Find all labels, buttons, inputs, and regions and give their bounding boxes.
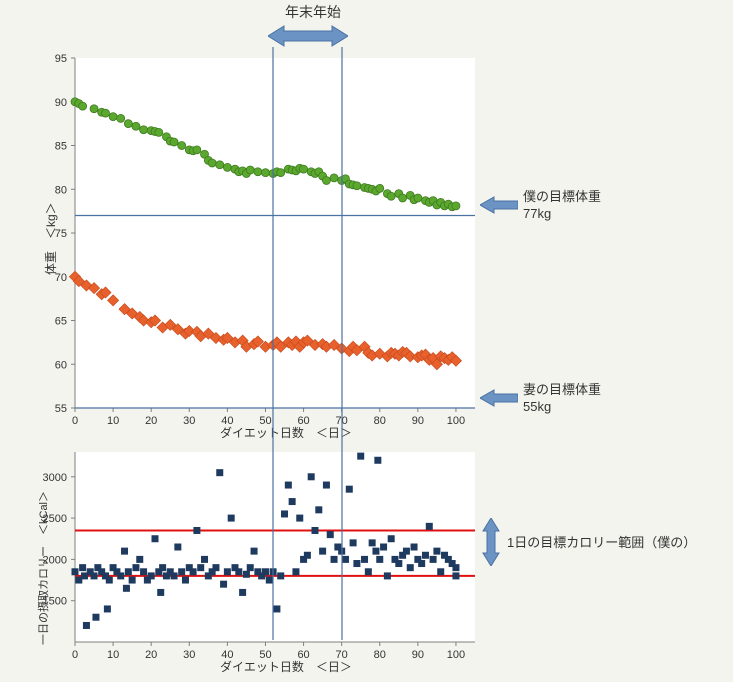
- svg-text:55: 55: [55, 403, 67, 415]
- top-band-arrow: [268, 22, 348, 50]
- svg-text:0: 0: [72, 415, 78, 427]
- target-label-me-line2: 77kg: [523, 206, 551, 221]
- weight-chart: 5560657075808590950102030405060708090100: [75, 58, 475, 408]
- weight-ylabel: 体重 ＜kg＞: [42, 202, 59, 275]
- target-label-me: 僕の目標体重 77kg: [523, 189, 601, 223]
- svg-text:30: 30: [183, 415, 195, 427]
- svg-text:80: 80: [374, 649, 386, 661]
- svg-text:85: 85: [55, 141, 67, 153]
- svg-text:20: 20: [145, 415, 157, 427]
- svg-text:90: 90: [412, 649, 424, 661]
- calorie-range-label: 1日の目標カロリー範囲（僕の）: [507, 535, 696, 552]
- svg-text:100: 100: [447, 415, 465, 427]
- calorie-ylabel: 一日の摂取カロリー ＜kCal＞: [35, 491, 51, 645]
- svg-text:30: 30: [183, 649, 195, 661]
- svg-text:95: 95: [55, 53, 67, 65]
- svg-text:80: 80: [55, 184, 67, 196]
- svg-text:100: 100: [447, 649, 465, 661]
- svg-text:65: 65: [55, 316, 67, 328]
- svg-text:90: 90: [55, 97, 67, 109]
- svg-text:10: 10: [107, 415, 119, 427]
- svg-text:3000: 3000: [43, 472, 67, 484]
- target-arrow-me: [480, 195, 518, 215]
- weight-xlabel: ダイエット日数 ＜日＞: [220, 424, 352, 441]
- svg-text:20: 20: [145, 649, 157, 661]
- weight-plot-area: 5560657075808590950102030405060708090100: [75, 58, 475, 408]
- svg-text:90: 90: [412, 415, 424, 427]
- calorie-plot-area: 15002000250030000102030405060708090100: [75, 452, 475, 642]
- calorie-xlabel: ダイエット日数 ＜日＞: [220, 658, 352, 675]
- calorie-chart: 15002000250030000102030405060708090100: [75, 452, 475, 642]
- svg-text:60: 60: [55, 359, 67, 371]
- top-band-label: 年末年始: [285, 3, 341, 21]
- target-label-wife: 妻の目標体重 55kg: [523, 382, 601, 416]
- target-label-wife-line2: 55kg: [523, 399, 551, 414]
- target-label-me-line1: 僕の目標体重: [523, 189, 601, 204]
- svg-text:10: 10: [107, 649, 119, 661]
- target-arrow-wife: [480, 388, 518, 408]
- calorie-range-arrow: [480, 518, 502, 566]
- target-label-wife-line1: 妻の目標体重: [523, 382, 601, 397]
- svg-text:0: 0: [72, 649, 78, 661]
- svg-text:80: 80: [374, 415, 386, 427]
